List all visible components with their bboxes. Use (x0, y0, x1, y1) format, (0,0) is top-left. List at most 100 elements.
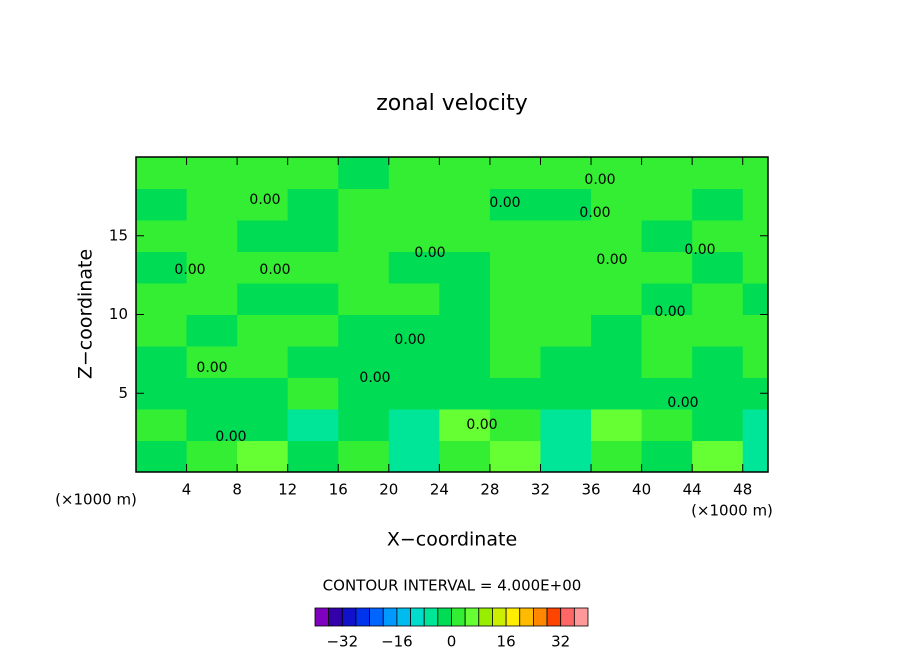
field-cell (540, 251, 592, 284)
contour-label: 0.00 (249, 192, 280, 208)
field-cell (338, 314, 390, 347)
field-cell (641, 440, 693, 472)
field-cell (186, 283, 238, 315)
field-cell (237, 251, 289, 284)
field-cell (540, 188, 592, 221)
colorbar-box (423, 607, 439, 627)
colorbar-box (560, 607, 575, 627)
x-tick-label: 24 (430, 481, 449, 499)
field-cell (388, 377, 440, 410)
field-cell (489, 314, 541, 347)
field-cell (136, 157, 188, 189)
field-cell (388, 314, 440, 347)
colorbar-box (355, 607, 371, 627)
contour-label: 0.00 (596, 252, 627, 268)
field-cell (338, 346, 390, 378)
field-cell (641, 346, 693, 378)
field-cell (540, 377, 592, 410)
field-cell (591, 377, 643, 410)
field-cell (540, 440, 592, 472)
field-cell (591, 251, 643, 284)
field-cell (540, 314, 592, 347)
field-cell (591, 188, 643, 221)
field-cell (237, 188, 289, 221)
field-cell (338, 377, 390, 410)
field-cell (439, 377, 491, 410)
field-cell (489, 251, 541, 284)
colorbar-box (546, 607, 562, 627)
field-cell (136, 188, 188, 221)
field-cell (186, 377, 238, 410)
contour-label: 0.00 (259, 262, 290, 278)
contour-label: 0.00 (174, 262, 205, 278)
field-cell (237, 157, 289, 189)
field-cell (338, 188, 390, 221)
field-cell (591, 409, 643, 441)
colorbar-label: −16 (381, 633, 413, 651)
y-tick-label: 5 (118, 384, 128, 402)
x-tick-label: 44 (683, 481, 702, 499)
field-cell (641, 283, 693, 315)
field-cell (237, 377, 289, 410)
field-cell (641, 314, 693, 347)
y-unit: (×1000 m) (55, 491, 137, 509)
colorbar-box (341, 607, 357, 627)
field-cell (591, 220, 643, 252)
field-cell (136, 377, 188, 410)
field-cell (489, 283, 541, 315)
field-cell (388, 251, 440, 284)
x-tick-label: 28 (480, 481, 499, 499)
field-cell (237, 314, 289, 347)
field-cell (692, 251, 744, 284)
field-cell (287, 283, 339, 315)
x-tick-label: 48 (733, 481, 752, 499)
colorbar-box (533, 607, 548, 627)
field-cell (338, 251, 390, 284)
contour-label: 0.00 (579, 205, 610, 221)
field-cell (489, 377, 541, 410)
contour-label: 0.00 (667, 395, 698, 411)
field-cell (692, 314, 744, 347)
field-cell (540, 157, 592, 189)
contour-label: 0.00 (584, 172, 615, 188)
field-cell (388, 409, 440, 441)
field-cell (489, 409, 541, 441)
field-cell (287, 409, 339, 441)
field-cell (540, 409, 592, 441)
colorbar-box (328, 607, 343, 627)
field-cell (439, 409, 491, 441)
field-cell (186, 314, 238, 347)
field-cell (742, 440, 768, 472)
field-cell (136, 220, 188, 252)
colorbar-box (396, 607, 411, 627)
y-tick-label: 15 (109, 226, 128, 244)
field-cell (186, 440, 238, 472)
colorbar-label: 16 (497, 633, 516, 651)
x-unit: (×1000 m) (691, 502, 773, 520)
x-tick-label: 16 (329, 481, 348, 499)
colorbar-box (410, 607, 425, 627)
field-cell (136, 283, 188, 315)
colorbar-box (505, 607, 521, 627)
field-cell (388, 440, 440, 472)
colorbar-box (478, 607, 493, 627)
field-cell (641, 220, 693, 252)
field-cell (742, 283, 768, 315)
x-tick-label: 40 (632, 481, 651, 499)
field-cell (692, 283, 744, 315)
colorbar-label: −32 (326, 633, 358, 651)
field-cell (641, 157, 693, 189)
field-cell (692, 409, 744, 441)
field-cell (692, 220, 744, 252)
field-cell (439, 251, 491, 284)
contour-interval: CONTOUR INTERVAL = 4.000E+00 (323, 577, 582, 595)
field-cell (692, 346, 744, 378)
field-cell (641, 377, 693, 410)
field-cell (540, 220, 592, 252)
y-tick-label: 10 (109, 305, 128, 323)
field-cell (237, 346, 289, 378)
field-cell (692, 157, 744, 189)
field-cell (287, 251, 339, 284)
